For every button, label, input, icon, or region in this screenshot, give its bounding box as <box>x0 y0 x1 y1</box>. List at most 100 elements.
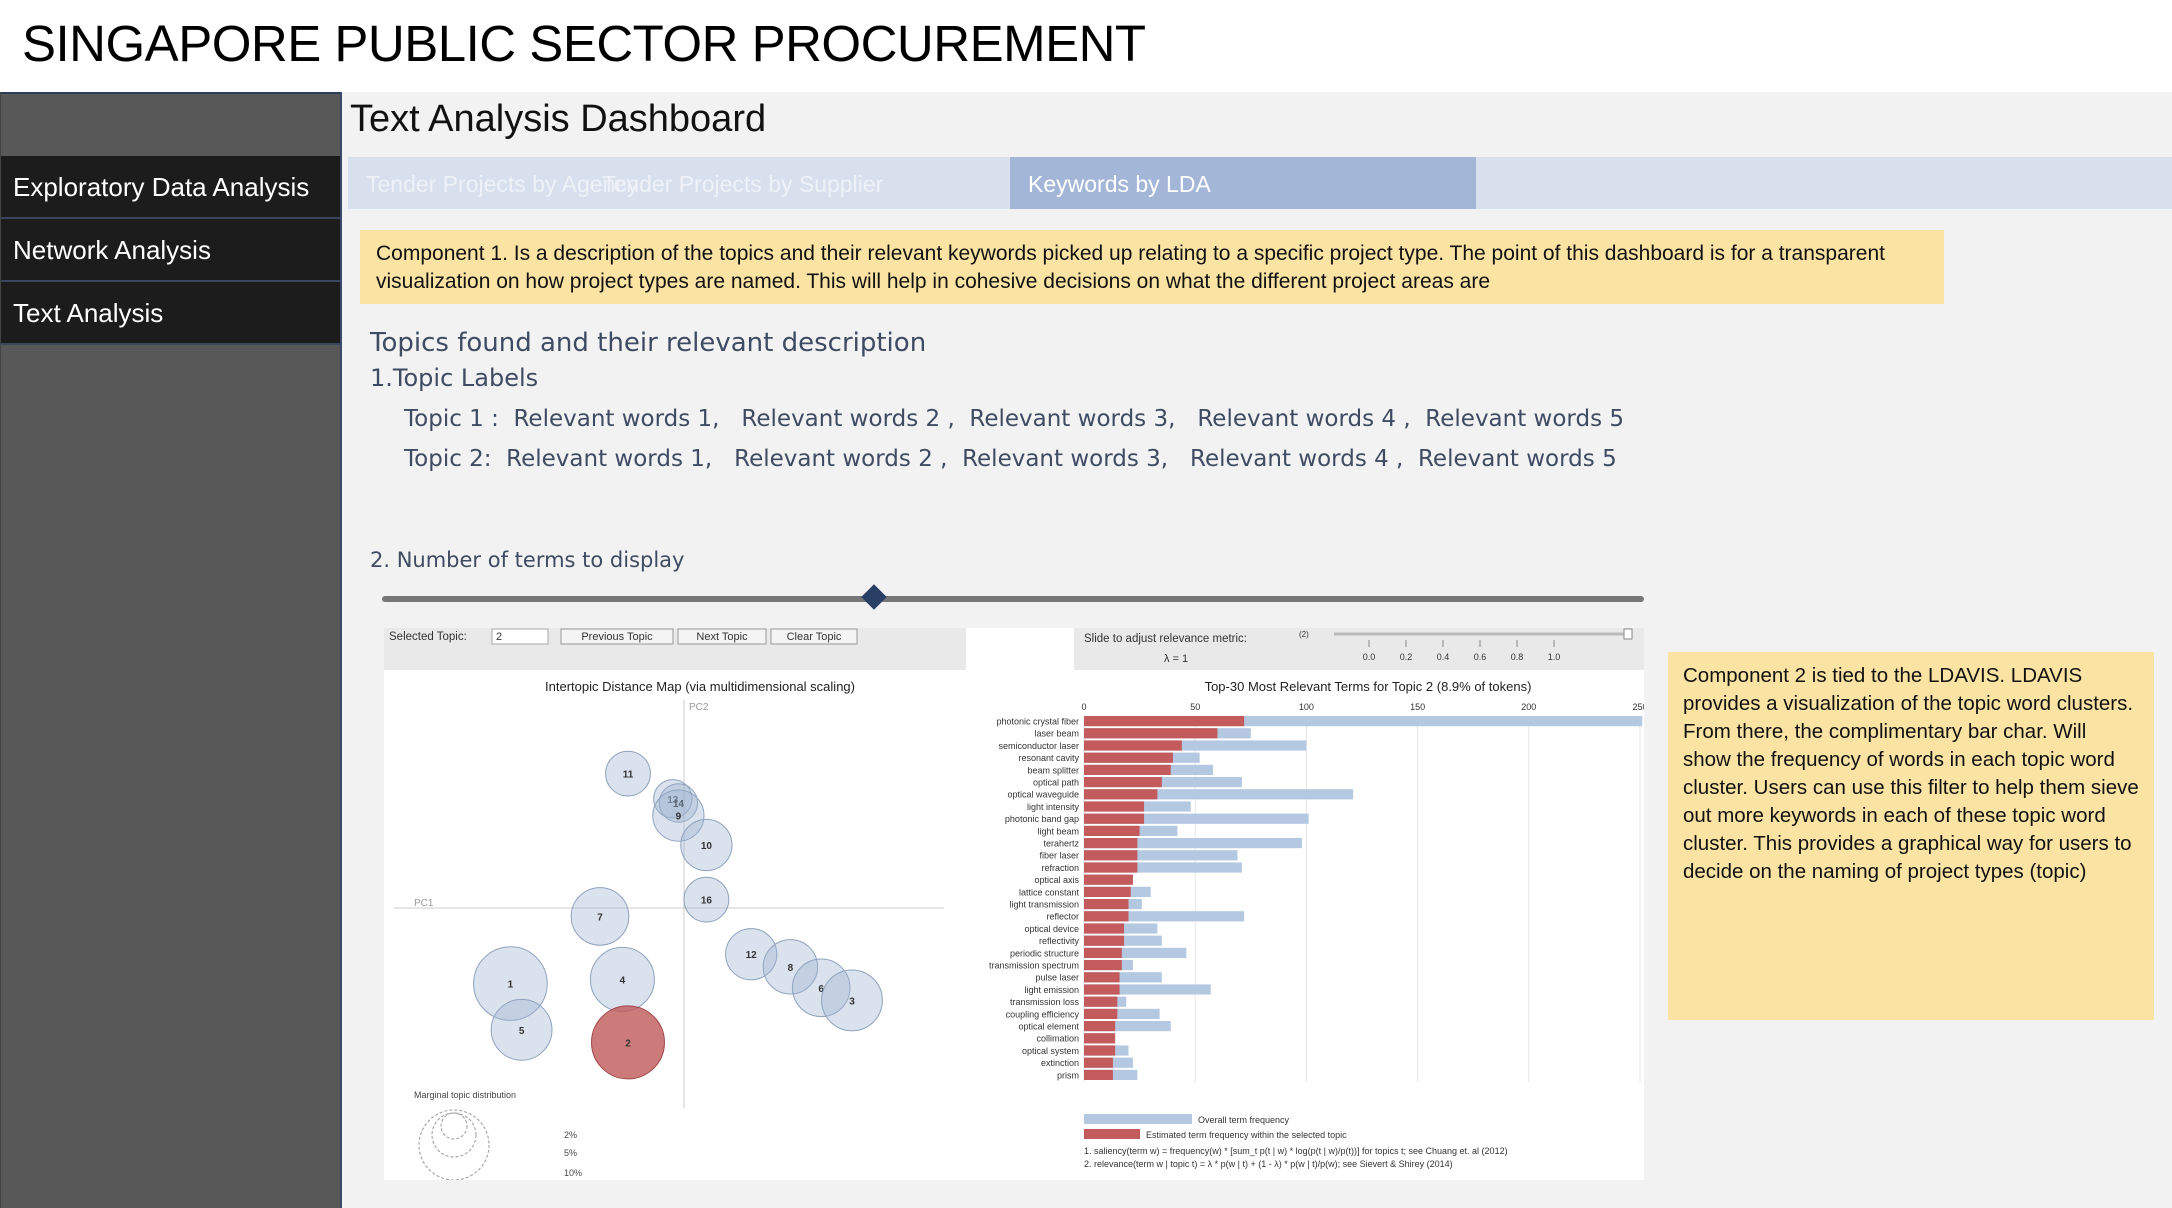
bar-term-label: reflectivity <box>1039 936 1080 946</box>
bar-estimated-frequency <box>1084 777 1162 788</box>
bar-term-label: periodic structure <box>1010 948 1079 958</box>
bar-term-label: photonic band gap <box>1005 814 1079 824</box>
selected-topic-label: Selected Topic: <box>389 631 467 643</box>
bar-estimated-frequency <box>1084 728 1218 739</box>
marginal-legend-2pct: 2% <box>564 1130 577 1140</box>
marginal-legend-10pct: 10% <box>564 1168 582 1178</box>
sidebar: Exploratory Data Analysis Network Analys… <box>0 92 342 1208</box>
bar-estimated-frequency <box>1084 1057 1113 1068</box>
bar-estimated-frequency <box>1084 850 1138 861</box>
previous-topic-button[interactable] <box>560 628 674 645</box>
terms-slider-label: 2. Number of terms to display <box>370 548 685 572</box>
next-topic-label: Next Topic <box>696 631 748 643</box>
bar-term-label: reflector <box>1046 912 1079 922</box>
sidebar-item-network-analysis[interactable]: Network Analysis <box>1 219 340 282</box>
marginal-circle-small <box>440 1112 468 1140</box>
tab-tender-projects-by-agency[interactable]: Tender Projects by Agency <box>366 171 639 197</box>
topic-circle-label: 16 <box>701 896 713 907</box>
bar-term-label: semiconductor laser <box>998 741 1079 751</box>
selected-topic-input[interactable] <box>491 628 549 645</box>
bar-term-label: light transmission <box>1009 900 1079 910</box>
page-title: Text Analysis Dashboard <box>350 98 767 140</box>
pc2-label: PC2 <box>689 702 709 713</box>
topic-circle-label: 3 <box>849 996 855 1007</box>
component-1-note: Component 1. Is a description of the top… <box>360 230 1944 304</box>
bar-overall-frequency <box>1084 1021 1171 1032</box>
bar-overall-frequency <box>1084 984 1211 995</box>
marginal-circle-large <box>418 1109 490 1180</box>
tab-bar: Tender Projects by Agency Tender Project… <box>348 157 2172 209</box>
bar-estimated-frequency <box>1084 1033 1116 1044</box>
topic-circle-8 <box>762 939 819 995</box>
bar-chart-term-labels: photonic crystal fiber laser beam semicond… <box>989 717 1080 1081</box>
bar-term-label: collimation <box>1036 1034 1079 1044</box>
bar-term-label: optical system <box>1022 1046 1079 1056</box>
bar-estimated-frequency <box>1084 813 1145 824</box>
topic-circle-3 <box>821 969 883 1032</box>
topic-circle-10 <box>680 818 733 872</box>
pc1-label: PC1 <box>414 898 434 909</box>
topic-circle-7 <box>570 887 630 946</box>
terms-slider-track[interactable] <box>382 596 1644 602</box>
bar-term-label: transmission loss <box>1010 997 1080 1007</box>
next-topic-button[interactable] <box>677 628 767 645</box>
topic-circle-12 <box>725 928 778 981</box>
map-title: Intertopic Distance Map (via multidimens… <box>545 679 855 694</box>
bar-term-label: coupling efficiency <box>1006 1009 1080 1019</box>
topic-circle-6 <box>791 958 851 1018</box>
bar-estimated-frequency <box>1084 752 1173 763</box>
topic-circle-label: 14 <box>673 799 685 810</box>
sidebar-item-text-analysis[interactable]: Text Analysis <box>1 282 340 345</box>
relevance-slider-handle[interactable] <box>1623 628 1633 640</box>
topic-2-line: Topic 2: Relevant words 1, Relevant word… <box>404 446 1617 472</box>
bar-estimated-frequency <box>1084 801 1145 812</box>
bar-chart-axis: 0 50 100 150 200 250 <box>1081 702 1644 712</box>
lambda-tick-label: 0.6 <box>1474 652 1487 662</box>
bar-term-label: transmission spectrum <box>989 961 1079 971</box>
ldavis-svg: Selected Topic: 2 Previous Topic Next To… <box>384 628 1644 1180</box>
topic-circle-label: 9 <box>676 812 682 823</box>
relevance-footnote-mark: (2) <box>1299 630 1309 639</box>
bar-term-label: beam splitter <box>1027 765 1079 775</box>
bar-axis-tick-label: 0 <box>1081 702 1086 712</box>
tab-keywords-by-lda[interactable]: Keywords by LDA <box>1010 157 1476 209</box>
bar-overall-frequency <box>1084 911 1245 922</box>
tab-tender-projects-by-supplier[interactable]: Tender Projects by Supplier <box>602 171 884 197</box>
bar-term-label: light emission <box>1024 985 1079 995</box>
ldavis-panel: Selected Topic: 2 Previous Topic Next To… <box>384 628 1644 1180</box>
topic-circle-5 <box>490 998 553 1061</box>
bar-estimated-frequency <box>1084 886 1131 897</box>
component-2-note: Component 2 is tied to the LDAVIS. LDAVI… <box>1668 652 2154 1020</box>
bar-estimated-frequency <box>1084 862 1138 873</box>
topic-circle-2 <box>591 1005 665 1080</box>
topic-controls-strip <box>384 628 966 670</box>
bar-term-label: extinction <box>1041 1058 1079 1068</box>
legend-overall-label: Overall term frequency <box>1198 1115 1290 1125</box>
bar-term-label: refraction <box>1041 863 1079 873</box>
topics-heading: Topics found and their relevant descript… <box>370 328 927 358</box>
bar-overall-frequency <box>1084 789 1354 800</box>
sidebar-top-spacer <box>1 92 340 156</box>
topic-circle-label: 11 <box>623 770 634 781</box>
bar-overall-frequency <box>1084 740 1307 751</box>
lambda-tick-label: 0.0 <box>1363 652 1376 662</box>
sidebar-item-exploratory-data-analysis[interactable]: Exploratory Data Analysis <box>1 156 340 219</box>
bar-estimated-frequency <box>1084 935 1125 946</box>
lambda-tick-label: 1.0 <box>1548 652 1561 662</box>
bar-term-label: laser beam <box>1034 729 1079 739</box>
topic-circle-label: 10 <box>701 841 713 852</box>
bar-axis-tick-label: 100 <box>1299 702 1314 712</box>
topic-circle-14 <box>658 783 699 823</box>
bar-chart-bars <box>1084 716 1643 1080</box>
bar-term-label: pulse laser <box>1035 973 1079 983</box>
topic-labels-heading: 1.Topic Labels <box>370 364 539 392</box>
clear-topic-button[interactable] <box>770 628 858 645</box>
bar-estimated-frequency <box>1084 923 1125 934</box>
topic-circle-13 <box>653 779 693 819</box>
bar-term-label: terahertz <box>1043 839 1079 849</box>
bar-estimated-frequency <box>1084 1008 1118 1019</box>
topic-circle-label: 2 <box>625 1038 631 1049</box>
bar-estimated-frequency <box>1084 874 1133 885</box>
bar-estimated-frequency <box>1084 1069 1113 1080</box>
bar-estimated-frequency <box>1084 838 1138 849</box>
